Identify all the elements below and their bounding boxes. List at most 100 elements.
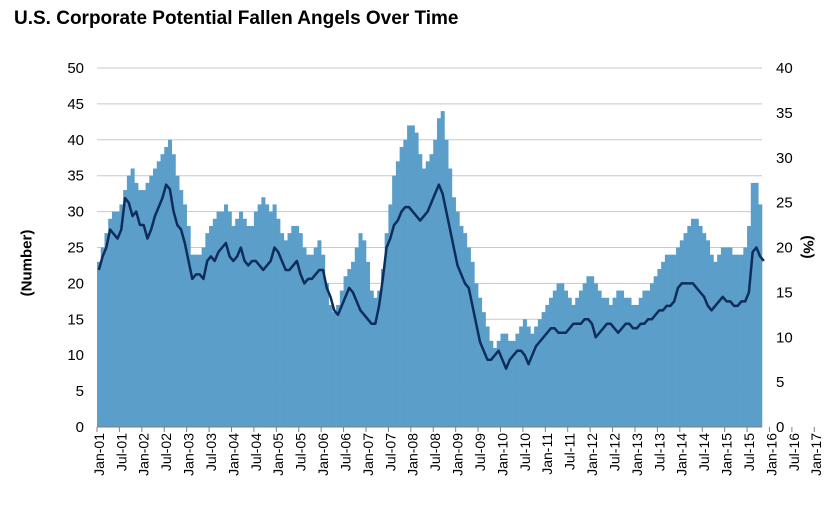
y-right-tick-label: 20 bbox=[776, 240, 793, 257]
bar bbox=[324, 283, 329, 427]
bar bbox=[717, 254, 722, 427]
x-tick-label: Jul-10 bbox=[517, 433, 533, 471]
bar bbox=[459, 225, 464, 427]
bar bbox=[537, 319, 542, 427]
bar bbox=[496, 340, 501, 427]
x-tick-label: Jan-12 bbox=[584, 433, 600, 476]
bar bbox=[724, 247, 729, 427]
bar bbox=[634, 304, 640, 427]
bar bbox=[209, 225, 214, 427]
y-right-tick-label: 40 bbox=[776, 60, 793, 77]
bar bbox=[664, 254, 669, 427]
bar bbox=[504, 333, 509, 427]
bar bbox=[463, 233, 468, 427]
bar bbox=[373, 297, 378, 427]
bar bbox=[605, 297, 610, 427]
bar bbox=[608, 304, 613, 427]
bar bbox=[395, 161, 400, 427]
x-tick-label: Jan-11 bbox=[539, 433, 555, 475]
bar bbox=[392, 175, 397, 427]
bar bbox=[231, 225, 236, 427]
bar bbox=[549, 297, 554, 427]
y-right-tick-label: 25 bbox=[776, 195, 793, 212]
bar bbox=[567, 297, 572, 427]
bar bbox=[522, 319, 527, 427]
bar bbox=[377, 290, 382, 427]
bar bbox=[134, 182, 139, 427]
x-tick-label: Jan-02 bbox=[136, 433, 152, 476]
bar bbox=[713, 261, 718, 427]
bar bbox=[287, 233, 292, 427]
bar bbox=[190, 254, 195, 427]
x-tick-label: Jul-04 bbox=[248, 433, 264, 471]
bar bbox=[179, 190, 184, 427]
bar bbox=[631, 304, 636, 427]
bar bbox=[526, 326, 531, 427]
bar bbox=[694, 218, 699, 427]
bar bbox=[649, 283, 654, 427]
x-axis-ticks: Jan-01 Jul-01 Jan-02 Jul-02 Jan-03 Jul-03 Jan-… bbox=[91, 433, 824, 476]
bar-series-number bbox=[97, 111, 763, 428]
bar bbox=[616, 290, 621, 427]
bar bbox=[698, 225, 703, 427]
bar bbox=[679, 240, 684, 427]
x-tick-label: Jul-15 bbox=[741, 433, 757, 471]
bar bbox=[138, 190, 143, 427]
bar bbox=[164, 146, 169, 428]
bar bbox=[470, 261, 475, 427]
bar bbox=[194, 254, 199, 427]
x-tick-label: Jan-10 bbox=[494, 433, 510, 476]
bar bbox=[418, 154, 423, 427]
bar bbox=[347, 269, 352, 427]
bar bbox=[560, 283, 565, 427]
y-left-tick-label: 30 bbox=[67, 204, 84, 221]
y-left-tick-label: 20 bbox=[67, 275, 84, 292]
bar bbox=[309, 254, 314, 427]
bar bbox=[687, 225, 692, 427]
bar bbox=[511, 340, 516, 427]
bar bbox=[224, 204, 229, 427]
bar bbox=[500, 333, 505, 427]
bar bbox=[399, 146, 404, 428]
bar bbox=[530, 333, 535, 427]
bar bbox=[593, 283, 598, 427]
bar bbox=[227, 211, 232, 427]
bar bbox=[358, 233, 363, 427]
bar bbox=[582, 283, 587, 427]
bar bbox=[235, 218, 240, 427]
y-right-tick-label: 15 bbox=[776, 284, 793, 301]
y-left-tick-label: 50 bbox=[67, 60, 84, 77]
bar bbox=[104, 233, 109, 427]
bar bbox=[657, 269, 662, 427]
bar bbox=[100, 247, 105, 427]
bar bbox=[455, 211, 460, 427]
bar bbox=[369, 290, 374, 427]
y-left-tick-label: 35 bbox=[67, 168, 84, 185]
y-left-tick-label: 45 bbox=[67, 96, 84, 113]
x-tick-label: Jan-01 bbox=[91, 433, 107, 476]
bar bbox=[216, 211, 221, 427]
bar bbox=[571, 304, 576, 427]
x-tick-label: Jan-05 bbox=[270, 433, 286, 476]
x-tick-label: Jul-07 bbox=[382, 433, 398, 471]
line-series-percent bbox=[97, 183, 765, 370]
bar bbox=[750, 182, 755, 427]
bar bbox=[676, 247, 681, 427]
bar bbox=[380, 269, 385, 427]
y-left-tick-label: 10 bbox=[67, 347, 84, 364]
bar bbox=[160, 154, 165, 427]
x-tick-label: Jul-12 bbox=[606, 433, 622, 471]
x-tick-label: Jan-06 bbox=[315, 433, 331, 476]
bar bbox=[291, 225, 296, 427]
y-left-tick-label: 40 bbox=[67, 132, 84, 149]
bar bbox=[97, 261, 102, 427]
bar bbox=[403, 139, 408, 428]
bar bbox=[661, 261, 666, 427]
bar bbox=[317, 240, 322, 427]
bar bbox=[313, 247, 318, 427]
x-tick-label: Jan-03 bbox=[181, 433, 197, 476]
bar bbox=[182, 204, 187, 427]
y-left-tick-label: 15 bbox=[67, 311, 84, 328]
x-tick-label: Jan-14 bbox=[674, 433, 690, 476]
bar bbox=[485, 326, 490, 427]
